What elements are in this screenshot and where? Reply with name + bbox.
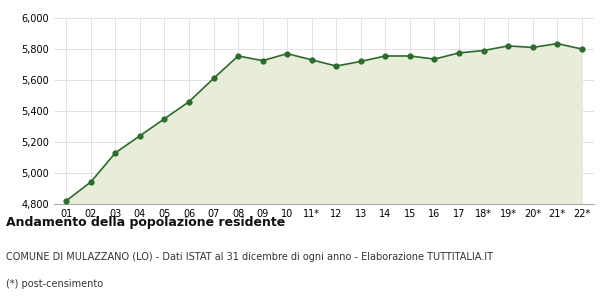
Point — [258, 58, 268, 63]
Point — [61, 198, 71, 203]
Point — [503, 44, 513, 48]
Point — [160, 116, 169, 121]
Point — [454, 50, 464, 55]
Point — [430, 57, 439, 62]
Text: (*) post-censimento: (*) post-censimento — [6, 279, 103, 289]
Point — [135, 134, 145, 138]
Point — [553, 41, 562, 46]
Point — [184, 99, 194, 104]
Text: COMUNE DI MULAZZANO (LO) - Dati ISTAT al 31 dicembre di ogni anno - Elaborazione: COMUNE DI MULAZZANO (LO) - Dati ISTAT al… — [6, 252, 493, 262]
Text: Andamento della popolazione residente: Andamento della popolazione residente — [6, 216, 285, 229]
Point — [528, 45, 538, 50]
Point — [283, 51, 292, 56]
Point — [331, 64, 341, 68]
Point — [209, 76, 218, 81]
Point — [380, 54, 390, 58]
Point — [405, 54, 415, 58]
Point — [307, 58, 317, 62]
Point — [233, 54, 243, 58]
Point — [110, 151, 120, 155]
Point — [356, 59, 365, 64]
Point — [577, 46, 587, 51]
Point — [86, 180, 95, 184]
Point — [479, 48, 488, 53]
